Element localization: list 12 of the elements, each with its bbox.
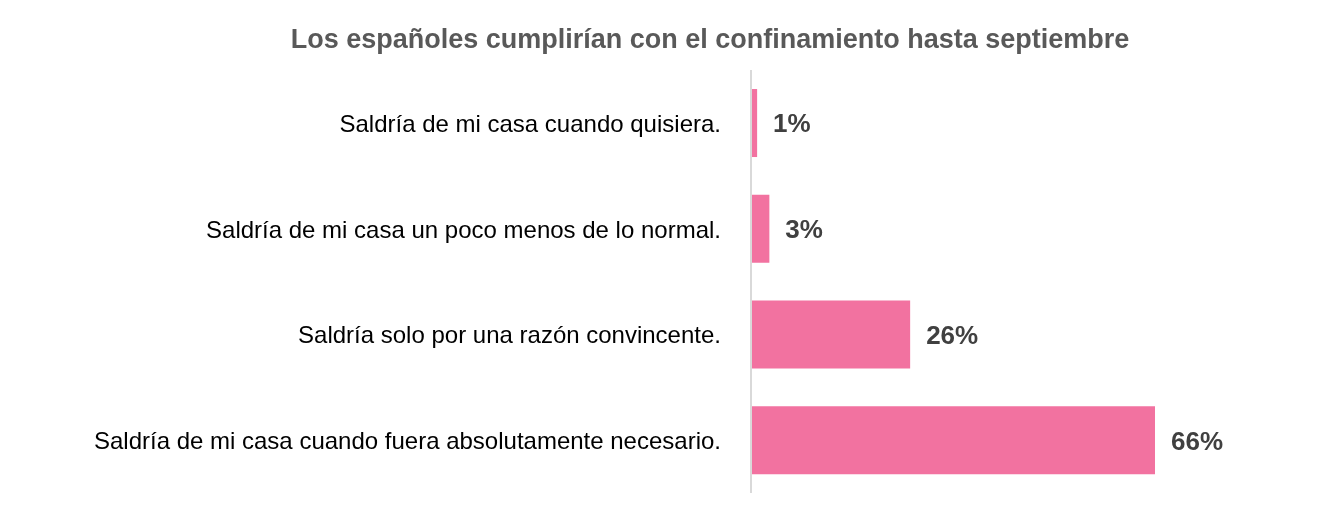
bar <box>751 406 1155 475</box>
data-label: 3% <box>785 214 823 245</box>
y-tick-label: Saldría solo por una razón convincente. <box>298 320 721 348</box>
bar <box>751 300 911 369</box>
data-label: 1% <box>773 108 811 139</box>
y-tick-label: Saldría de mi casa cuando quisiera. <box>339 109 721 137</box>
data-label: 26% <box>926 319 979 350</box>
chart-title: Los españoles cumplirían con el confinamiento hasta septiembre <box>289 24 1131 55</box>
y-tick-label: Saldría de mi casa un poco menos de lo normal. <box>206 215 721 243</box>
y-tick-label: Saldría de mi casa cuando fuera absolutamente necesario. <box>93 426 721 454</box>
bar <box>751 194 770 263</box>
data-label: 66% <box>1171 425 1224 456</box>
